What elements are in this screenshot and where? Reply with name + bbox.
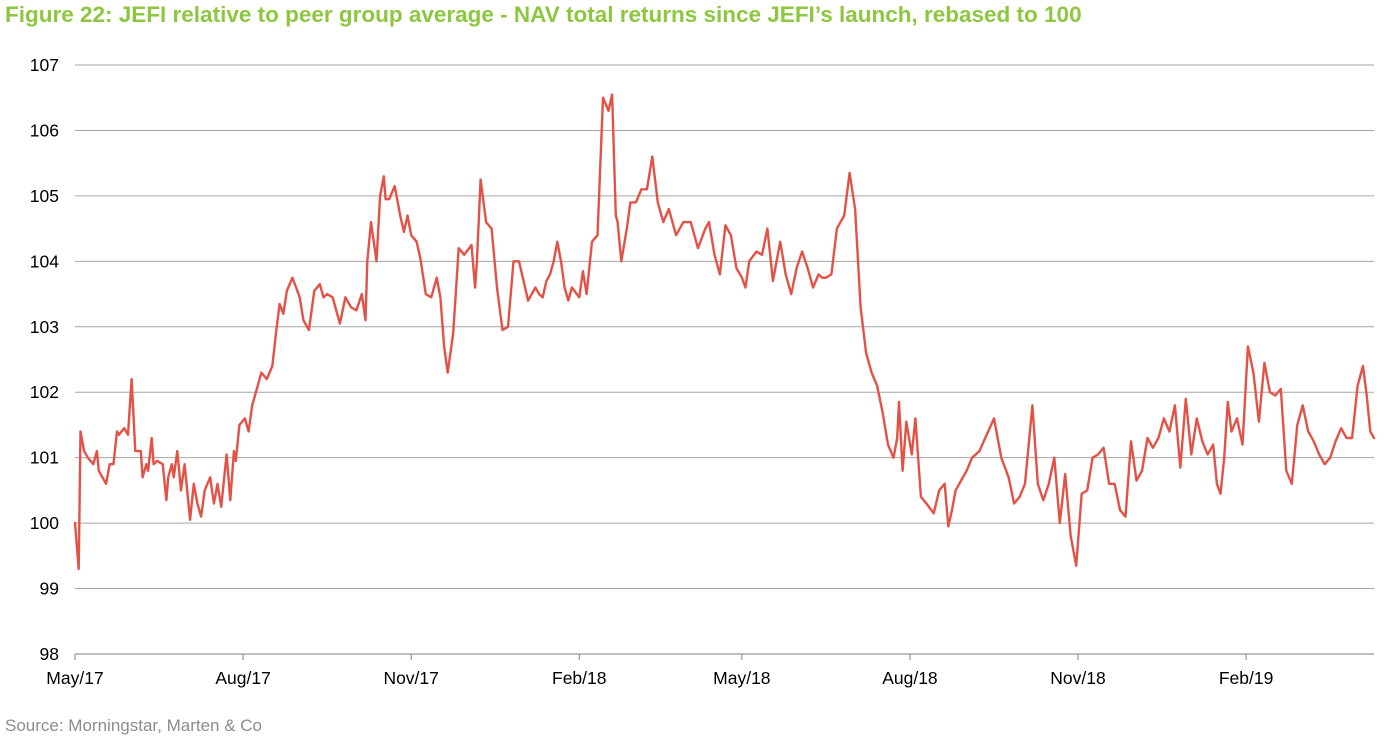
x-axis: May/17 Aug/17 Nov/17 Feb/18 May/18 Aug/18 Nov/… [46,654,1273,688]
x-tick-label: May/18 [713,668,770,688]
source-note: Source: Morningstar, Marten & Co [5,716,263,735]
y-tick-label: 102 [30,382,59,402]
x-tick-label: Nov/18 [1050,668,1105,688]
y-tick-label: 98 [40,644,59,664]
x-tick-label: Feb/18 [552,668,606,688]
series-layer [73,93,1376,571]
y-tick-label: 103 [30,317,59,337]
x-tick-label: May/17 [46,668,103,688]
x-tick-label: Nov/17 [383,668,438,688]
y-tick-label: 101 [30,448,59,468]
y-tick-label: 106 [30,120,59,140]
y-tick-label: 100 [30,513,59,533]
series-line [73,93,1376,571]
x-tick-label: Aug/18 [882,668,937,688]
x-tick-label: Aug/17 [215,668,270,688]
y-tick-label: 105 [30,186,59,206]
x-tick-label: Feb/19 [1219,668,1273,688]
gridlines [75,64,1374,655]
y-axis-tick-labels: 98 99 100 101 102 103 104 105 106 107 [30,55,59,664]
y-tick-label: 107 [30,55,59,75]
y-tick-label: 99 [40,579,59,599]
y-tick-label: 104 [30,251,59,271]
chart-title: Figure 22: JEFI relative to peer group a… [5,2,1082,27]
